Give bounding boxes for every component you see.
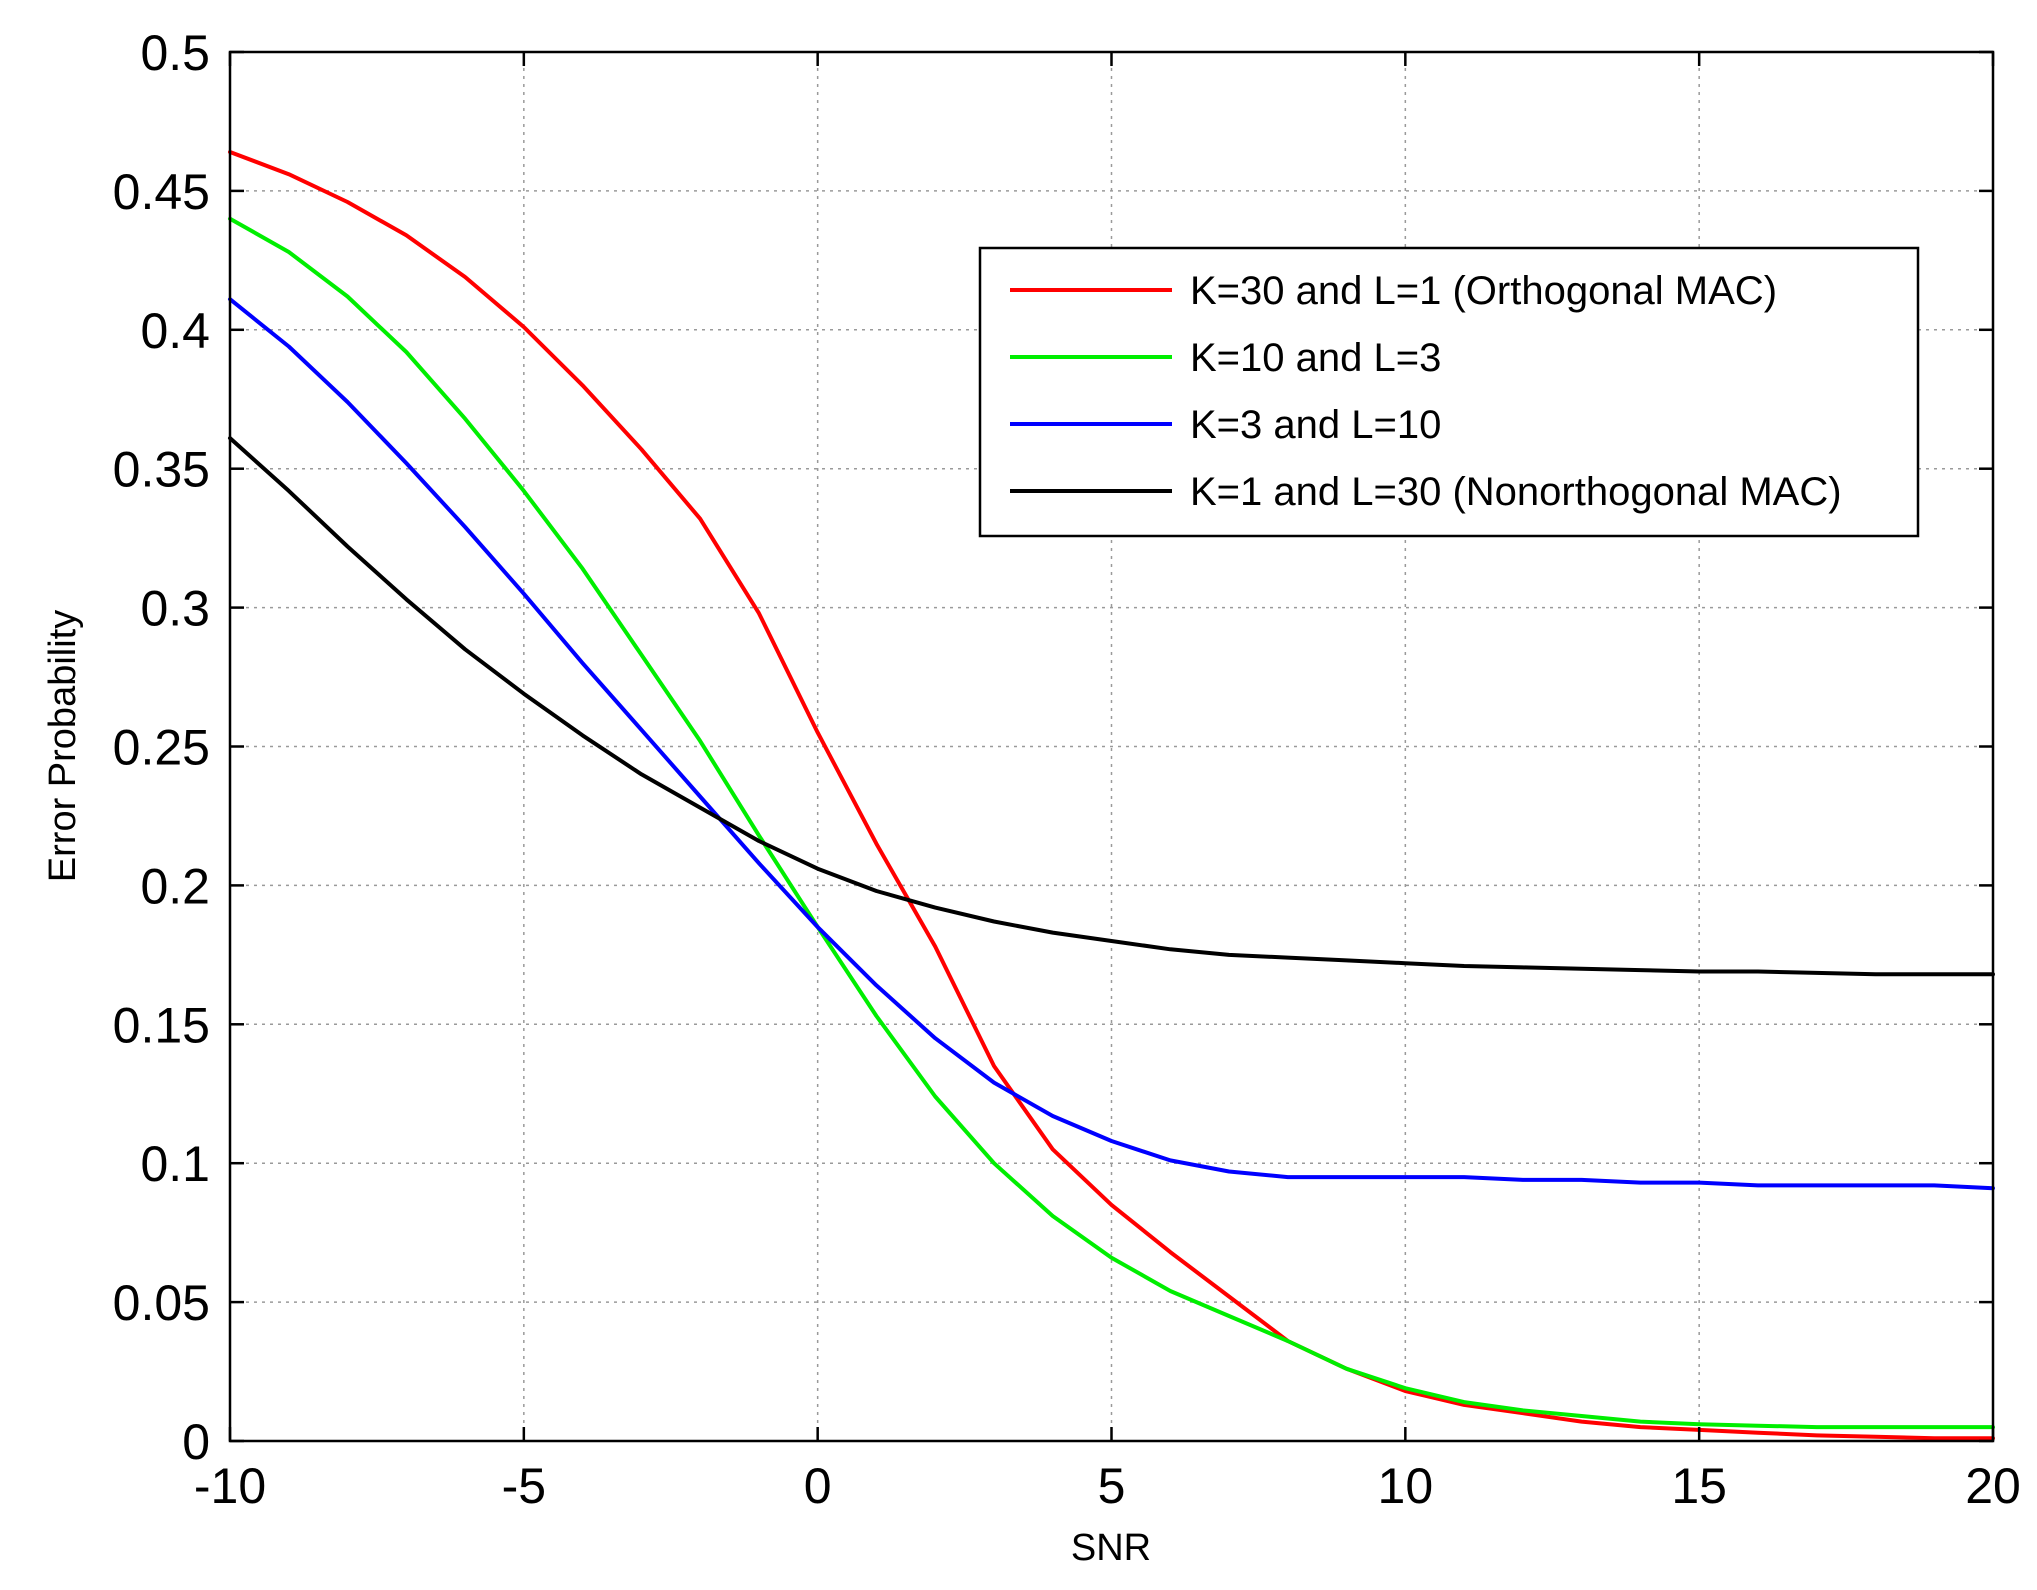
legend-label-3: K=3 and L=10 — [1190, 403, 1441, 447]
series-line-2 — [228, 216, 1995, 1430]
y-tick-label: 0.3 — [140, 581, 210, 637]
x-tick-label: 0 — [804, 1458, 832, 1514]
y-tick-label: 0.2 — [140, 858, 210, 914]
x-tick-label: 20 — [1965, 1458, 2021, 1514]
series-line-3 — [228, 297, 1995, 1191]
y-tick-label: 0.45 — [113, 164, 210, 220]
y-tick-label: 0.15 — [113, 997, 210, 1053]
x-tick-label: -5 — [502, 1458, 546, 1514]
legend-label-4: K=1 and L=30 (Nonorthogonal MAC) — [1190, 470, 1842, 514]
x-tick-label: -10 — [194, 1458, 266, 1514]
x-tick-label: 10 — [1378, 1458, 1434, 1514]
legend-label-2: K=10 and L=3 — [1190, 336, 1441, 380]
series-line-4 — [228, 436, 1995, 977]
legend-box — [978, 246, 1920, 538]
y-tick-label: 0.4 — [140, 303, 210, 359]
axis-ticks — [228, 50, 1995, 1443]
legend-label-1: K=30 and L=1 (Orthogonal MAC) — [1190, 269, 1777, 313]
y-tick-label: 0.25 — [113, 720, 210, 776]
x-tick-label: 15 — [1671, 1458, 1727, 1514]
y-tick-label: 0.05 — [113, 1275, 210, 1331]
x-tick-label: 5 — [1098, 1458, 1126, 1514]
y-tick-label: 0.5 — [140, 25, 210, 81]
y-tick-label: 0.1 — [140, 1136, 210, 1192]
x-tick-labels: -10 -5 0 5 10 15 20 — [194, 1458, 2021, 1514]
y-axis-title: Error Probability — [42, 610, 84, 882]
y-tick-label: 0.35 — [113, 442, 210, 498]
legend: K=30 and L=1 (Orthogonal MAC) K=10 and L=… — [978, 246, 1920, 538]
y-tick-label: 0 — [182, 1414, 210, 1470]
y-tick-labels: 0 0.05 0.1 0.15 0.2 0.25 0.3 0.35 0.4 0.45 0.5 — [113, 25, 210, 1470]
x-axis-title: SNR — [1071, 1527, 1151, 1569]
